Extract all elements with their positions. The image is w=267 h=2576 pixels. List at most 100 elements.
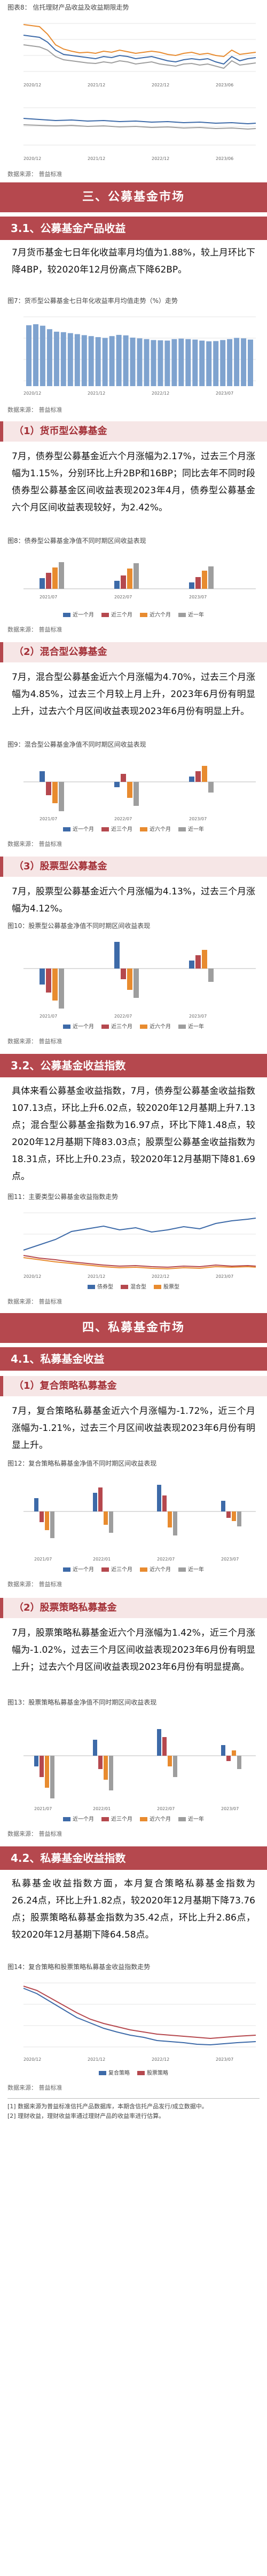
svg-text:2021/12: 2021/12 bbox=[88, 1274, 105, 1279]
subsection-stock-strategy: （2）股票策略私募基金 bbox=[0, 1598, 267, 1618]
svg-text:2023/07: 2023/07 bbox=[189, 1014, 207, 1019]
svg-text:2023/07: 2023/07 bbox=[221, 1557, 239, 1562]
money-bar bbox=[171, 339, 177, 386]
source-8: 数据来源： 普益标准 bbox=[7, 1830, 62, 1837]
footnote-1: [1] 数据来源为普益标准信托产品数据库，本期含信托产品发行/成立数据中。 bbox=[7, 2103, 208, 2110]
subsection-mixed-fund: （2）混合型公募基金 bbox=[0, 642, 267, 662]
source-4: 数据来源： 普益标准 bbox=[7, 841, 62, 847]
money-bar bbox=[227, 339, 233, 386]
paragraph-mixed-fund: 7月，混合型公募基金近六个月涨幅为4.70%，过去三个月涨幅为4.85%，过去三… bbox=[12, 672, 255, 717]
money-bar bbox=[33, 324, 38, 386]
fig-stock-caption: 图10：股票型公募基金净值不同时期区间收益表现 bbox=[7, 922, 151, 930]
svg-text:2023/06: 2023/06 bbox=[216, 156, 233, 161]
svg-text:2021/12: 2021/12 bbox=[88, 156, 105, 161]
pidx-legend: 复合策略 股票策略 bbox=[7, 2068, 260, 2076]
money-bar bbox=[158, 340, 163, 386]
svg-text:2022/12: 2022/12 bbox=[152, 83, 169, 87]
money-bar bbox=[95, 337, 101, 386]
source-6: 数据来源： 普益标准 bbox=[7, 1298, 62, 1305]
svg-text:2022/01: 2022/01 bbox=[93, 1557, 111, 1562]
trust-term-series-1 bbox=[23, 118, 256, 125]
pidx-composite-line bbox=[23, 1988, 256, 2046]
paragraph-composite: 7月，复合策略私募基金近六个月涨幅为-1.72%，近三个月涨幅为-1.21%，过… bbox=[12, 1406, 255, 1451]
subsection-composite: （1）复合策略私募基金 bbox=[0, 1376, 267, 1396]
paragraph-money-fund: 7月货币基金七日年化收益率月均值为1.88%，较上月环比下降4BP，较2020年… bbox=[12, 247, 255, 275]
stock-fund-chart: 2021/07 2022/07 2023/07 近一个月 近三个月 近六个月 近一年 bbox=[7, 931, 260, 1033]
svg-text:2020/12: 2020/12 bbox=[23, 1274, 41, 1279]
money-bar bbox=[144, 339, 150, 386]
money-bar bbox=[185, 339, 191, 386]
svg-text:2020/12: 2020/12 bbox=[23, 391, 41, 396]
money-bar bbox=[192, 339, 198, 386]
svg-text:2023/07: 2023/07 bbox=[189, 817, 207, 821]
money-bar bbox=[67, 333, 73, 386]
svg-text:2023/07: 2023/07 bbox=[216, 1274, 233, 1279]
svg-text:2021/07: 2021/07 bbox=[40, 595, 57, 599]
fig-pstock-caption: 图13：股票策略私募基金净值不同时期区间收益表现 bbox=[7, 1699, 157, 1706]
trust-term-series-2 bbox=[23, 124, 256, 130]
composite-bars bbox=[34, 1485, 241, 1538]
subsection-stock-fund: （3）股票型公募基金 bbox=[0, 857, 267, 877]
svg-text:2021/07: 2021/07 bbox=[40, 1014, 57, 1019]
trust-term-x-ticks: 2020/12 2021/12 2022/12 2023/06 bbox=[23, 156, 233, 161]
svg-text:2021/07: 2021/07 bbox=[34, 1557, 52, 1562]
money-bar bbox=[74, 334, 80, 386]
fig7-caption: 图7：货币型公募基金七日年化收益率月均值走势（%）走势 bbox=[7, 297, 178, 305]
paragraph-stock-strategy: 7月，股票策略私募基金近六个月涨幅为1.42%，近三个月涨幅为-1.02%，过去… bbox=[12, 1628, 255, 1673]
money-bar bbox=[178, 338, 184, 386]
pidx-stock-line bbox=[23, 1986, 256, 2039]
footnote-2: [2] 理财收益，理财收益率通过理财产品的收益率进行估算。 bbox=[7, 2113, 165, 2119]
composite-chart: 2021/07 2022/01 2022/07 2023/07 近一个月 近三个月 近… bbox=[7, 1469, 260, 1575]
money-x-ticks: 2020/12 2021/12 2022/12 2023/07 bbox=[23, 391, 233, 396]
subsection-bond-fund: （1）货币型公募基金 bbox=[0, 421, 267, 442]
section-3-2: 3.2、公募基金收益指数 bbox=[0, 1054, 267, 1077]
bond-bars bbox=[40, 562, 214, 589]
money-bar bbox=[164, 340, 170, 386]
section-4-2: 4.2、私募基金收益指数 bbox=[0, 1846, 267, 1870]
svg-text:2022/07: 2022/07 bbox=[114, 1014, 132, 1019]
stock-strategy-chart: 2021/07 2022/01 2022/07 2023/07 近一个月 近三个月 近… bbox=[7, 1708, 260, 1825]
money-bar bbox=[241, 338, 247, 386]
svg-text:2023/07: 2023/07 bbox=[216, 2057, 233, 2062]
svg-text:2022/07: 2022/07 bbox=[157, 1557, 175, 1562]
svg-text:2021/12: 2021/12 bbox=[88, 391, 105, 396]
banner-public-fund: 三、公募基金市场 bbox=[0, 182, 267, 212]
mixed-bars bbox=[40, 766, 214, 811]
paragraph-stock-fund: 7月，股票型公募基金近六个月涨幅为4.13%，过去三个月涨幅为4.12%。 bbox=[12, 886, 255, 914]
money-bar bbox=[60, 332, 66, 386]
fig-bond-caption: 图8：债券型公募基金净值不同时期区间收益表现 bbox=[7, 537, 146, 545]
svg-text:2020/12: 2020/12 bbox=[23, 2057, 41, 2062]
money-bar bbox=[130, 338, 136, 386]
composite-legend: 近一个月 近三个月 近六个月 近一年 bbox=[7, 1565, 260, 1573]
money-bar bbox=[123, 335, 129, 386]
money-bar bbox=[53, 331, 59, 386]
svg-text:2022/12: 2022/12 bbox=[152, 156, 169, 161]
money-bar bbox=[40, 325, 45, 386]
svg-text:2022/07: 2022/07 bbox=[157, 1806, 175, 1811]
mixed-legend: 近一个月 近三个月 近六个月 近一年 bbox=[7, 825, 260, 833]
svg-text:2022/12: 2022/12 bbox=[152, 2057, 169, 2062]
svg-text:2023/06: 2023/06 bbox=[216, 83, 233, 87]
svg-text:2021/07: 2021/07 bbox=[40, 817, 57, 821]
money-bar bbox=[137, 338, 143, 386]
trust-yield-chart: 2020/12 2021/12 2022/12 2023/06 bbox=[7, 13, 260, 93]
money-bar bbox=[88, 336, 94, 386]
svg-text:2023/07: 2023/07 bbox=[189, 595, 207, 599]
pstock-bars bbox=[34, 1729, 241, 1798]
trust-term-chart: 2020/12 2021/12 2022/12 2023/06 bbox=[7, 97, 260, 166]
paragraph-public-index: 具体来看公募基金收益指数，7月，债券型公募基金收益指数107.13点，环比上升6… bbox=[12, 1086, 255, 1182]
bond-fund-chart: 2021/07 2022/07 2023/07 近一个月 近三个月 近六个月 近一年 bbox=[7, 546, 260, 621]
svg-text:2021/12: 2021/12 bbox=[88, 83, 105, 87]
source-5: 数据来源： 普益标准 bbox=[7, 1038, 62, 1045]
index-bond-line bbox=[23, 1218, 256, 1251]
money-bar bbox=[102, 338, 108, 386]
index-mixed-line bbox=[23, 1255, 256, 1268]
source-3: 数据来源： 普益标准 bbox=[7, 626, 62, 633]
svg-text:2020/12: 2020/12 bbox=[23, 83, 41, 87]
money-fund-chart: 2020/12 2021/12 2022/12 2023/07 bbox=[7, 306, 260, 402]
svg-text:2020/12: 2020/12 bbox=[23, 156, 41, 161]
money-bar bbox=[234, 338, 240, 386]
section-4-1: 4.1、私募基金收益 bbox=[0, 1347, 267, 1371]
money-bar bbox=[220, 340, 226, 386]
money-bar bbox=[81, 335, 87, 386]
